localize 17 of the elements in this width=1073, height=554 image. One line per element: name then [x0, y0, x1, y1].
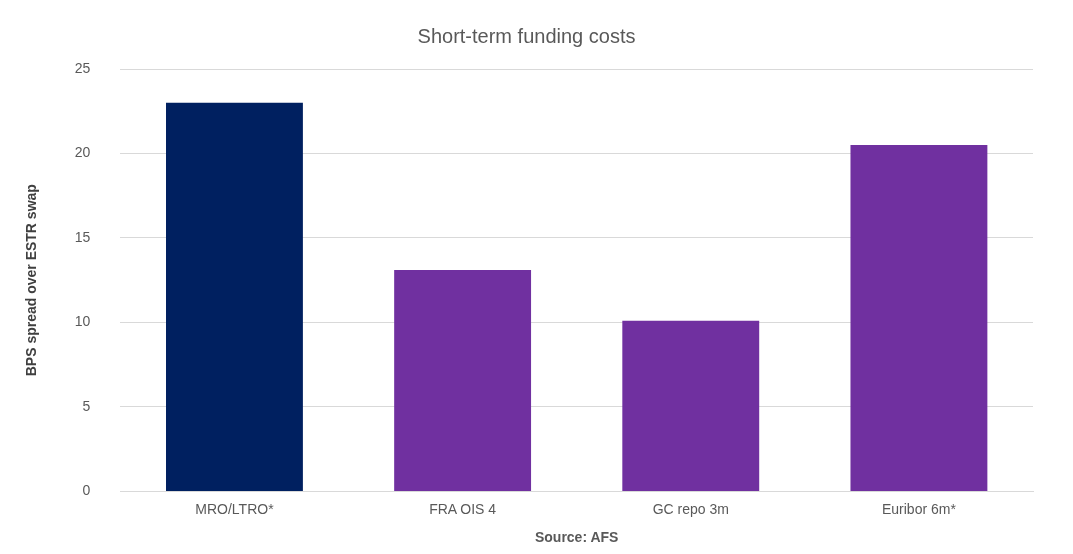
y-tick-label: 15 — [74, 228, 91, 245]
y-tick-label: 5 — [82, 397, 91, 414]
bar — [622, 320, 760, 491]
y-tick-label: 0 — [82, 482, 91, 499]
bar — [166, 102, 303, 491]
y-axis-title: BPS spread over ESTR swap — [23, 184, 40, 377]
bar — [394, 270, 532, 491]
y-tick-label: 25 — [74, 59, 91, 76]
bar — [850, 145, 988, 491]
x-tick-label: GC repo 3m — [652, 500, 729, 517]
chart-title: Short-term funding costs — [417, 24, 636, 47]
x-tick-label: Euribor 6m* — [881, 500, 957, 517]
x-axis-title: Source: AFS — [534, 529, 619, 546]
x-tick-label: FRA OIS 4 — [429, 500, 497, 517]
y-tick-label: 10 — [74, 313, 91, 330]
y-tick-label: 20 — [74, 144, 91, 161]
x-tick-label: MRO/LTRO* — [195, 500, 275, 517]
